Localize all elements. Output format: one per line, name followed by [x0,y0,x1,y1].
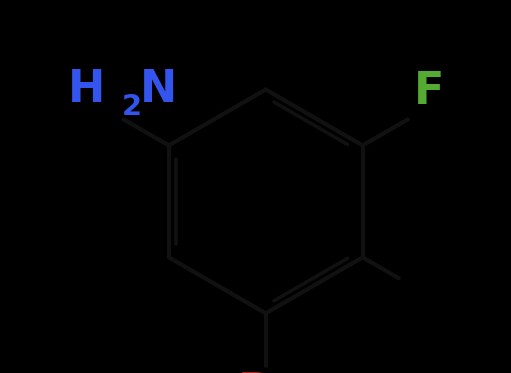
Text: H: H [68,68,106,112]
Text: F: F [414,70,444,113]
Text: N: N [140,68,177,112]
Text: 2: 2 [122,93,142,121]
Text: Br: Br [238,370,294,373]
